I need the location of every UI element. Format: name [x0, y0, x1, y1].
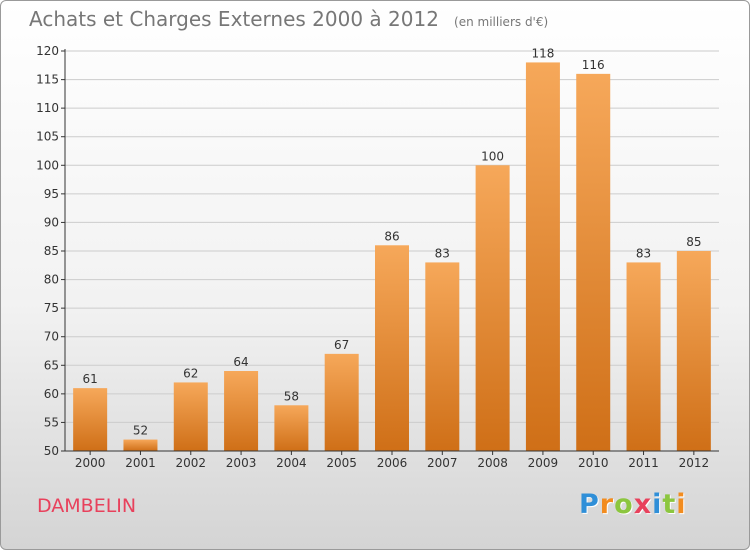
- data-label: 116: [582, 58, 605, 72]
- x-tick-label: 2000: [75, 456, 106, 470]
- x-tick-label: 2011: [628, 456, 659, 470]
- data-label: 85: [686, 235, 701, 249]
- axes: 50 55 60 65 70 75 80 85 90 95 100 105 110 115 120 2000 2…: [36, 44, 719, 470]
- y-tick-label: 90: [44, 215, 59, 229]
- bar-2005: [324, 353, 359, 451]
- bar-2003: [224, 371, 259, 451]
- x-tick-label: 2005: [326, 456, 357, 470]
- data-label: 64: [233, 355, 248, 369]
- data-labels: 61 52 62 64 58 67 86 83 100 118 116 83 85: [83, 46, 702, 437]
- bar-2006: [375, 245, 409, 451]
- logo-letter: P: [579, 489, 600, 520]
- logo-letter: r: [599, 489, 615, 520]
- proxiti-logo: Proxiti: [579, 489, 687, 520]
- bar-2002: [173, 382, 208, 451]
- chart-title: Achats et Charges Externes 2000 à 2012: [29, 7, 439, 31]
- bar-2011: [626, 262, 661, 451]
- data-label: 67: [334, 338, 349, 352]
- x-tick-label: 2010: [578, 456, 609, 470]
- y-tick-label: 95: [44, 187, 59, 201]
- logo-letter: o: [614, 489, 634, 520]
- bars: [73, 62, 711, 452]
- x-tick-label: 2012: [679, 456, 710, 470]
- data-label: 86: [384, 229, 399, 243]
- data-label: 58: [284, 389, 299, 403]
- bar-2000: [73, 388, 108, 451]
- chart-subtitle: (en milliers d'€): [454, 15, 549, 29]
- data-label: 52: [133, 424, 148, 438]
- data-label: 100: [481, 149, 504, 163]
- bar-2007: [425, 262, 460, 451]
- y-tick-label: 110: [36, 101, 59, 115]
- x-tick-label: 2008: [477, 456, 508, 470]
- commune-name: DAMBELIN: [37, 495, 137, 517]
- data-label: 83: [636, 246, 651, 260]
- bar-2012: [676, 251, 711, 451]
- logo-letter: t: [662, 489, 677, 520]
- y-tick-label: 65: [44, 358, 59, 372]
- y-tick-label: 115: [36, 73, 59, 87]
- x-tick-label: 2001: [125, 456, 156, 470]
- y-tick-label: 100: [36, 158, 59, 172]
- x-tick-label: 2009: [528, 456, 559, 470]
- logo-letter: i: [676, 489, 687, 520]
- x-tick-label: 2007: [427, 456, 458, 470]
- bar-2004: [274, 405, 309, 451]
- y-tick-label: 120: [36, 44, 59, 58]
- y-tick-label: 75: [44, 301, 59, 315]
- bar-2001: [123, 439, 158, 451]
- y-tick-label: 60: [44, 387, 59, 401]
- y-tick-label: 50: [44, 444, 59, 458]
- x-tick-label: 2004: [276, 456, 307, 470]
- data-label: 83: [435, 246, 450, 260]
- y-tick-label: 80: [44, 273, 59, 287]
- logo-letter: i: [652, 489, 663, 520]
- bar-2009: [525, 62, 560, 452]
- bar-2008: [475, 165, 510, 452]
- y-tick-label: 85: [44, 244, 59, 258]
- y-tick-label: 70: [44, 330, 59, 344]
- y-tick-label: 105: [36, 130, 59, 144]
- x-tick-label: 2003: [226, 456, 257, 470]
- bar-2010: [576, 73, 611, 451]
- x-tick-label: 2006: [377, 456, 408, 470]
- x-tick-label: 2002: [175, 456, 206, 470]
- y-tick-label: 55: [44, 415, 59, 429]
- data-label: 62: [183, 366, 198, 380]
- logo-letter: x: [633, 489, 653, 520]
- title-row: Achats et Charges Externes 2000 à 2012 (…: [29, 7, 548, 31]
- data-label: 118: [531, 46, 554, 60]
- data-label: 61: [83, 372, 98, 386]
